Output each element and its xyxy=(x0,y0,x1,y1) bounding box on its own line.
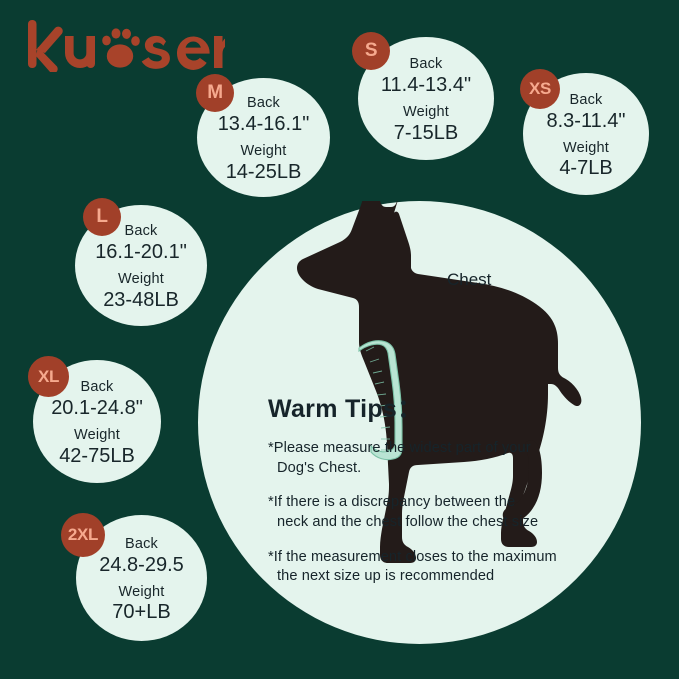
size-2xl-back-value: 24.8-29.5 xyxy=(99,553,184,576)
size-badge-2xl[interactable]: 2XL xyxy=(61,513,105,557)
size-badge-m[interactable]: M xyxy=(196,74,234,112)
warm-tip-2-line2: neck and the chest follow the chest size xyxy=(277,514,539,531)
size-xl-back-label: Back xyxy=(80,379,114,396)
size-bubble-xs[interactable]: Back 8.3-11.4" Weight 4-7LB xyxy=(523,73,649,195)
size-s-back-value: 11.4-13.4" xyxy=(380,74,472,96)
warm-tip-3: *If the measurement closes to the maximu… xyxy=(268,548,613,587)
warm-tips-block: Warm Tips： *Please measure the widest pa… xyxy=(268,389,613,587)
size-m-back-value: 13.4-16.1" xyxy=(217,113,310,135)
size-2xl-back-label: Back xyxy=(124,535,159,552)
size-l-back-value: 16.1-20.1" xyxy=(95,241,187,263)
size-badge-s[interactable]: S xyxy=(352,32,390,70)
warm-tip-3-line1: *If the measurement closes to the maximu… xyxy=(268,548,557,565)
size-l-back-label: Back xyxy=(124,223,158,240)
size-m-back-label: Back xyxy=(246,95,281,112)
size-l-weight-label: Weight xyxy=(117,271,165,287)
size-2xl-weight-value: 70+LB xyxy=(112,601,171,624)
size-badge-l[interactable]: L xyxy=(83,198,121,236)
chest-measure-label: Chest xyxy=(447,270,492,289)
size-xs-back-label: Back xyxy=(569,91,603,108)
warm-tip-2: *If there is a discrepancy between the n… xyxy=(268,493,613,532)
size-m-weight-value: 14-25LB xyxy=(225,160,302,183)
warm-tip-3-line2: the next size up is recommended xyxy=(277,568,495,585)
size-xs-weight-value: 4-7LB xyxy=(559,157,613,180)
size-badge-xs[interactable]: XS xyxy=(520,69,560,109)
warm-tip-1-line2: Dog's Chest. xyxy=(277,459,362,476)
size-xl-weight-label: Weight xyxy=(73,427,121,443)
warm-tip-1: *Please measure the widest part of your … xyxy=(268,439,613,478)
size-s-weight-value: 7-15LB xyxy=(393,121,459,144)
size-2xl-weight-label: Weight xyxy=(118,583,165,600)
warm-tips-title: Warm Tips： xyxy=(268,395,423,423)
size-xl-weight-value: 42-75LB xyxy=(59,444,135,467)
size-badge-xl[interactable]: XL xyxy=(28,356,69,397)
size-s-weight-label: Weight xyxy=(402,104,450,120)
size-xl-back-value: 20.1-24.8" xyxy=(51,397,143,419)
warm-tip-2-line1: *If there is a discrepancy between the xyxy=(268,494,516,511)
size-xs-weight-label: Weight xyxy=(562,139,610,156)
size-l-weight-value: 23-48LB xyxy=(103,288,179,311)
size-s-back-label: Back xyxy=(409,56,443,73)
brand-logo xyxy=(25,20,225,72)
size-bubble-s[interactable]: Back 11.4-13.4" Weight 7-15LB xyxy=(358,37,494,160)
size-xs-back-value: 8.3-11.4" xyxy=(546,109,626,132)
size-m-weight-label: Weight xyxy=(240,143,287,159)
warm-tip-1-line1: *Please measure the widest part of your xyxy=(268,440,531,456)
